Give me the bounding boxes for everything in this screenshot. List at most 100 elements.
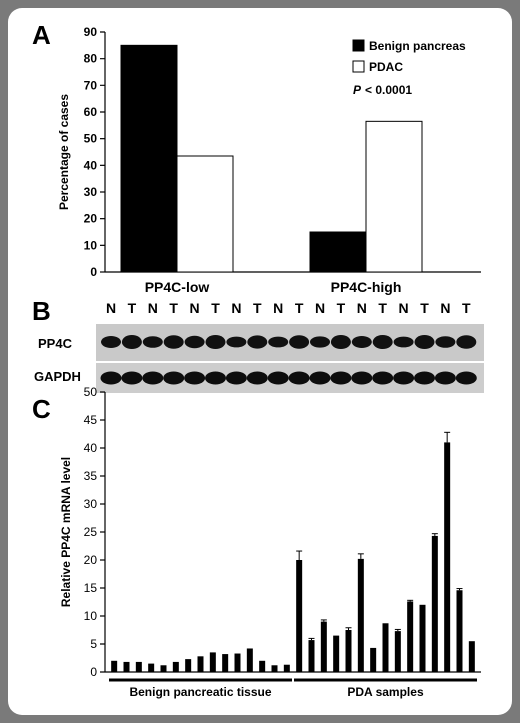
chart-c-bar [209, 652, 216, 672]
blot-band-pp4c [372, 335, 393, 349]
chart-a-y-tick-label: 40 [84, 158, 98, 172]
chart-c-bar [370, 647, 377, 672]
chart-a-ticks: 0 10 20 30 40 50 60 70 80 90 [84, 25, 105, 279]
chart-c-bar [135, 661, 142, 672]
blot-band-gapdh [267, 371, 289, 385]
blot-lane-label: N [315, 300, 325, 316]
blot-lane-label: T [295, 300, 304, 316]
blot-lane-label: N [190, 300, 200, 316]
blot-band-pp4c [289, 335, 310, 349]
chart-a-y-tick-label: 10 [84, 238, 98, 252]
chart-c-bar [333, 635, 340, 672]
chart-c-bar [160, 665, 167, 672]
blot-lane-label: T [462, 300, 471, 316]
blot-band-gapdh [163, 371, 185, 385]
chart-c-y-tick-label: 35 [84, 469, 98, 483]
legend-label-pdac: PDAC [369, 60, 403, 74]
blot-band-pp4c [330, 335, 351, 349]
chart-a-bars [120, 44, 423, 273]
chart-c-bar [308, 640, 315, 672]
chart-c-group-label: PDA samples [347, 685, 424, 699]
chart-a-category-label: PP4C-high [331, 279, 402, 295]
blot-band-gapdh [205, 371, 226, 385]
chart-c-bar [222, 654, 229, 672]
blot-band-gapdh [455, 371, 477, 385]
blot-lane-label: T [420, 300, 429, 316]
chart-c-bar [271, 665, 278, 672]
chart-a-y-tick-label: 70 [84, 78, 98, 92]
blot-band-pp4c [351, 336, 372, 348]
blot-band-gapdh [121, 371, 143, 385]
blot-band-gapdh [351, 371, 373, 385]
blot-band-pp4c [310, 336, 330, 348]
chart-c-bar [246, 648, 253, 672]
chart-a-bar [309, 231, 367, 273]
chart-c-bar [407, 601, 414, 672]
annotation-value: < 0.0001 [365, 83, 412, 97]
chart-c-bar [345, 630, 352, 672]
blot-lane-label: N [148, 300, 158, 316]
chart-a-y-tick-label: 0 [90, 265, 97, 279]
blot-band-gapdh [434, 371, 456, 385]
chart-c-bar [456, 590, 463, 672]
chart-c-bar [382, 623, 389, 672]
chart-c-bar [111, 660, 118, 672]
blot-row-label-pp4c: PP4C [38, 336, 73, 351]
blot-lane-label: T [253, 300, 262, 316]
chart-a-bar [120, 44, 178, 273]
blot-band-pp4c [414, 335, 435, 349]
chart-c-bars [111, 431, 475, 672]
blot-band-pp4c [121, 335, 142, 349]
chart-c-bar [197, 656, 204, 672]
blot-band-gapdh [309, 371, 331, 385]
blot-band-pp4c [393, 336, 414, 348]
figure-frame: A B C 0 10 20 30 40 50 60 70 80 90 PP4C-low PP4C-h… [8, 8, 512, 715]
chart-c-bar [185, 659, 192, 672]
chart-c-y-tick-label: 30 [84, 497, 98, 511]
blot-band-gapdh [393, 371, 415, 385]
legend-swatch-pdac [352, 60, 365, 73]
chart-a-y-label: Percentage of cases [57, 94, 71, 210]
panel-a-letter: A [32, 20, 51, 50]
chart-a-bar [365, 120, 423, 273]
chart-c-bar [357, 558, 364, 672]
chart-c-bar [172, 661, 179, 672]
chart-c-y-label: Relative PP4C mRNA level [59, 457, 73, 607]
chart-c-y-tick-label: 40 [84, 441, 98, 455]
blot-lane-label: T [211, 300, 220, 316]
blot-lane-label: N [357, 300, 367, 316]
blot-band-gapdh [142, 371, 164, 385]
chart-a-y-tick-label: 90 [84, 25, 98, 39]
chart-a-y-tick-label: 50 [84, 132, 98, 146]
chart-c-y-tick-label: 5 [90, 637, 97, 651]
blot-lane-label: T [337, 300, 346, 316]
chart-c-bar [444, 442, 451, 672]
chart-a-categories: PP4C-low PP4C-high [145, 279, 402, 295]
chart-c-bar [320, 621, 327, 672]
chart-c-y-tick-label: 20 [84, 553, 98, 567]
annotation-p: P [353, 83, 362, 97]
blot-band-pp4c [184, 335, 205, 349]
chart-c-bar [148, 663, 155, 672]
chart-c-group-label: Benign pancreatic tissue [129, 685, 271, 699]
blot-lane-label: N [399, 300, 409, 316]
blot-lane-label: N [231, 300, 241, 316]
legend-label-benign: Benign pancreas [369, 39, 466, 53]
blot-band-pp4c [268, 336, 289, 348]
blot-bands [100, 335, 477, 385]
blot-band-gapdh [246, 371, 268, 385]
chart-a-y-tick-label: 20 [84, 212, 98, 226]
blot-band-gapdh [414, 371, 435, 385]
chart-c-y-tick-label: 50 [84, 385, 98, 399]
chart-c-bar [296, 560, 303, 672]
blot-band-pp4c [163, 335, 184, 349]
blot-lane-label: N [273, 300, 283, 316]
blot-band-pp4c [101, 336, 121, 348]
chart-a-category-label: PP4C-low [145, 279, 210, 295]
blot-band-pp4c [205, 335, 226, 349]
chart-c-bar [419, 604, 426, 672]
chart-a-annotation: P < 0.0001 [353, 83, 412, 97]
